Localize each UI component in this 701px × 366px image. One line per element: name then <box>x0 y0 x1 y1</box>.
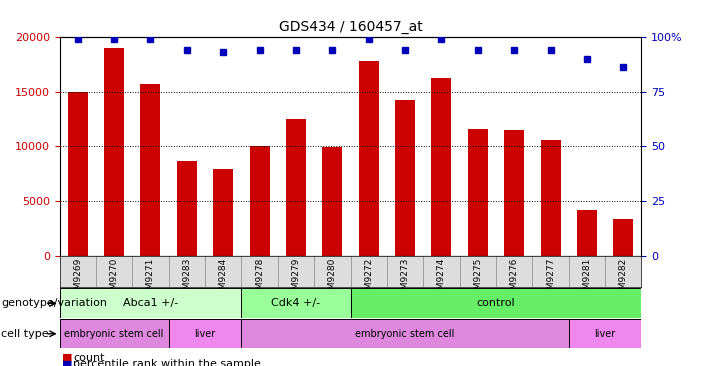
Text: GSM9278: GSM9278 <box>255 258 264 301</box>
Text: GSM9277: GSM9277 <box>546 258 555 301</box>
Text: GSM9283: GSM9283 <box>182 258 191 301</box>
Bar <box>60 288 241 318</box>
Text: GSM9281: GSM9281 <box>583 258 592 301</box>
Text: embryonic stem cell: embryonic stem cell <box>355 329 455 339</box>
Bar <box>431 78 451 256</box>
Text: Abca1 +/-: Abca1 +/- <box>123 298 178 309</box>
Bar <box>104 48 124 256</box>
Text: GSM9269: GSM9269 <box>74 258 82 301</box>
Text: GSM9279: GSM9279 <box>292 258 301 301</box>
Bar <box>569 319 641 348</box>
Bar <box>213 169 233 256</box>
Text: count: count <box>73 353 104 363</box>
Bar <box>60 319 169 348</box>
Text: GSM9282: GSM9282 <box>619 258 627 301</box>
Text: GSM9273: GSM9273 <box>400 258 409 301</box>
Bar <box>140 84 161 256</box>
Bar <box>169 319 241 348</box>
Text: liver: liver <box>194 329 216 339</box>
Text: GSM9284: GSM9284 <box>219 258 228 301</box>
Bar <box>577 210 597 256</box>
Bar <box>613 219 633 256</box>
Bar <box>468 129 488 256</box>
Bar <box>395 100 415 256</box>
Bar <box>322 147 342 256</box>
Text: GSM9276: GSM9276 <box>510 258 519 301</box>
Bar <box>540 140 561 256</box>
Text: genotype/variation: genotype/variation <box>1 298 107 309</box>
Text: GSM9271: GSM9271 <box>146 258 155 301</box>
Text: GSM9275: GSM9275 <box>473 258 482 301</box>
Text: GSM9280: GSM9280 <box>328 258 336 301</box>
Text: Cdk4 +/-: Cdk4 +/- <box>271 298 320 309</box>
Text: ■: ■ <box>62 359 72 366</box>
Bar <box>286 119 306 256</box>
Text: liver: liver <box>594 329 615 339</box>
Text: embryonic stem cell: embryonic stem cell <box>64 329 164 339</box>
Text: ■: ■ <box>62 353 72 363</box>
Bar <box>177 161 197 256</box>
Text: GSM9274: GSM9274 <box>437 258 446 301</box>
Bar <box>250 146 270 256</box>
Bar <box>241 319 569 348</box>
Text: cell type: cell type <box>1 329 49 339</box>
Text: GSM9270: GSM9270 <box>109 258 118 301</box>
Bar <box>350 288 641 318</box>
Bar <box>241 288 350 318</box>
Title: GDS434 / 160457_at: GDS434 / 160457_at <box>278 20 423 34</box>
Text: percentile rank within the sample: percentile rank within the sample <box>73 359 261 366</box>
Bar <box>359 61 379 256</box>
Text: control: control <box>477 298 515 309</box>
Bar <box>68 92 88 256</box>
Text: GSM9272: GSM9272 <box>365 258 373 301</box>
Bar <box>504 130 524 256</box>
